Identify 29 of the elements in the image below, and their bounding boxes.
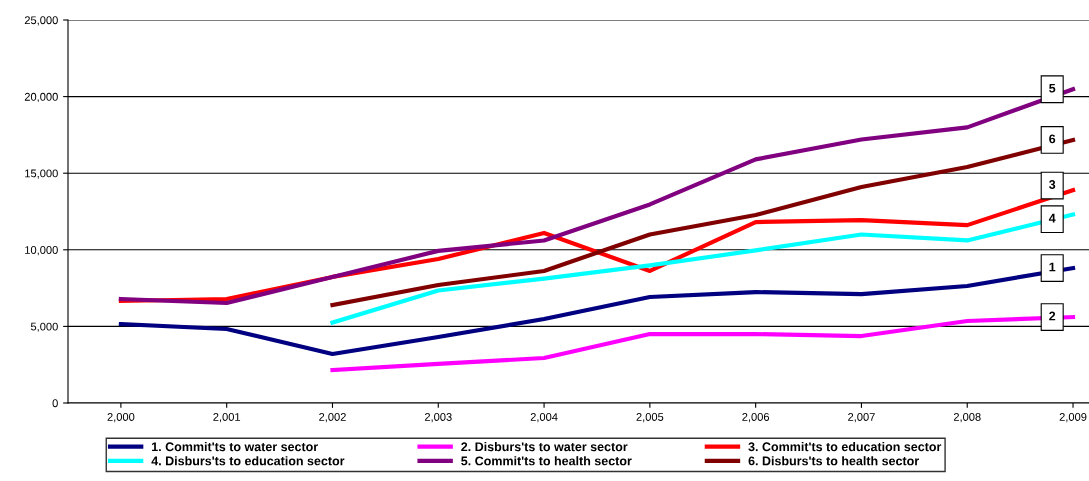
legend-label: 6. Disburs'ts to health sector <box>748 456 919 466</box>
line-series <box>330 212 1076 325</box>
x-tick-label: 2,002 <box>319 413 346 423</box>
x-tick-label: 2,007 <box>848 413 875 423</box>
y-tick-label: 20,000 <box>24 92 58 103</box>
annotation: 4 <box>1048 213 1056 223</box>
y-tick-label: 15,000 <box>25 169 58 179</box>
annotation: 6 <box>1049 134 1056 144</box>
x-tick-label: 2,000 <box>107 413 135 423</box>
legend-label: 2. Disburs'ts to water sector <box>461 442 628 452</box>
y-tick-label: 5,000 <box>30 322 58 332</box>
x-tick-label: 2,009 <box>1059 413 1087 423</box>
legend-label: 3. Commit'ts to education sector <box>748 442 942 452</box>
y-tick-label: 25,000 <box>24 16 58 26</box>
legend-label: 1. Commit'ts to water sector <box>152 442 318 452</box>
annotation: 2 <box>1049 311 1056 321</box>
legend-label: 4. Disburs'ts to education sector <box>151 456 345 466</box>
y-tick-label: 0 <box>52 399 58 408</box>
x-tick-label: 2,005 <box>636 413 664 423</box>
x-tick-label: 2,003 <box>424 413 452 423</box>
annotation: 5 <box>1049 83 1056 93</box>
x-tick-label: 2,006 <box>742 413 770 423</box>
y-tick-label: 10,000 <box>25 246 58 256</box>
annotation: 3 <box>1049 180 1056 189</box>
annotation: 1 <box>1049 262 1056 272</box>
legend-label: 5. Commit'ts to health sector <box>461 456 632 466</box>
x-tick-label: 2,008 <box>953 413 981 423</box>
x-tick-label: 2,001 <box>213 413 241 423</box>
x-tick-label: 2,004 <box>530 413 558 423</box>
